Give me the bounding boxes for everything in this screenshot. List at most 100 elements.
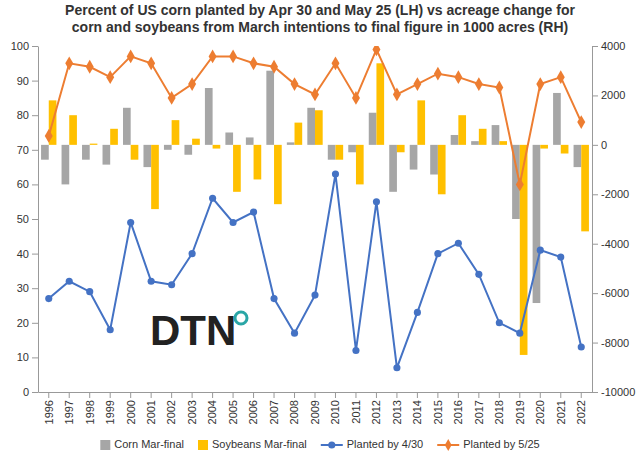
bar [164,145,172,150]
tick-mark [540,392,541,398]
tick-label: 1996 [43,400,55,424]
tick: 2018 [493,392,505,424]
tick: -6000 [592,287,629,299]
tick: 2001 [145,392,157,424]
tick: 2003 [186,392,198,424]
tick-label: 2003 [186,400,198,424]
marker [250,56,258,70]
bar [287,142,295,144]
tick: 1999 [104,392,116,424]
tick-mark [294,392,295,398]
tick-mark [48,392,49,398]
bar [430,145,438,175]
marker [107,326,114,333]
tick-label: 2022 [575,400,587,424]
tick: 2006 [247,392,259,424]
bar-series [49,63,589,355]
tick-mark [519,392,520,398]
marker [168,281,175,288]
x-axis: 1996199719981999200020012002200320042005… [39,392,593,424]
tick-label: -6000 [601,287,629,299]
tick: -4000 [592,238,629,250]
tick: 70 [17,144,38,156]
tick-mark [274,392,275,398]
marker [413,77,421,91]
marker [557,253,564,260]
legend-swatch [100,440,110,450]
bar [492,125,500,145]
bar [553,93,561,145]
bar [184,145,192,155]
tick-mark [130,392,131,398]
legend-item: Planted by 5/25 [437,438,539,451]
marker [127,49,135,63]
tick-mark [355,392,356,398]
tick-label: -10000 [601,386,635,398]
tick-label: 0 [23,386,29,398]
marker [373,198,380,205]
legend-swatch [198,440,208,450]
bar [69,115,77,145]
tick: 0 [592,139,607,151]
tick: 2000 [125,392,137,424]
tick: 2014 [411,392,423,424]
bar [581,145,589,232]
watermark-text: DTN [150,307,236,354]
tick-mark [69,392,70,398]
marker [495,81,503,95]
tick-label: 2019 [514,400,526,424]
tick-mark [335,392,336,398]
marker [455,240,462,247]
tick-mark [32,150,38,151]
bar [41,145,49,160]
bar [479,129,487,145]
marker [475,271,482,278]
tick: -10000 [592,386,635,398]
bar [348,145,356,152]
tick: 10 [17,351,38,363]
marker [352,91,360,105]
tick-label: 2009 [309,400,321,424]
bar [274,145,282,204]
tick: 2008 [288,392,300,424]
marker [189,250,196,257]
marker [434,250,441,257]
tick: 100 [11,40,38,52]
tick-mark [89,392,90,398]
tick-label: 2011 [350,400,362,424]
tick: 2005 [227,392,239,424]
tick-mark [151,392,152,398]
legend-item: Corn Mar-final [100,438,184,450]
marker [86,288,93,295]
tick-label: 2016 [452,400,464,424]
marker [475,77,483,91]
tick: 2004 [206,392,218,424]
tick-mark [32,184,38,185]
bar [103,145,111,165]
tick: 30 [17,282,38,294]
bar [315,110,323,145]
tick-mark [253,392,254,398]
tick: 2011 [350,392,362,424]
bar [172,120,180,145]
tick-mark [417,392,418,398]
bar [110,129,118,145]
tick-label: 2012 [370,400,382,424]
bar [561,145,569,154]
tick-label: 2005 [227,400,239,424]
legend: Corn Mar-finalSoybeans Mar-finalPlanted … [100,438,539,451]
watermark: DTN [150,307,247,354]
tick: 2007 [268,392,280,424]
bar [397,145,405,152]
tick: 40 [17,248,38,260]
tick-label: 2008 [288,400,300,424]
title-line: Percent of US corn planted by Apr 30 and… [65,2,575,18]
tick-label: -8000 [601,337,629,349]
tick-mark [32,254,38,255]
tick: 50 [17,213,38,225]
tick-mark [32,81,38,82]
tick-mark [32,357,38,358]
tick: 4000 [592,40,625,52]
marker [147,56,155,70]
marker [496,319,503,326]
